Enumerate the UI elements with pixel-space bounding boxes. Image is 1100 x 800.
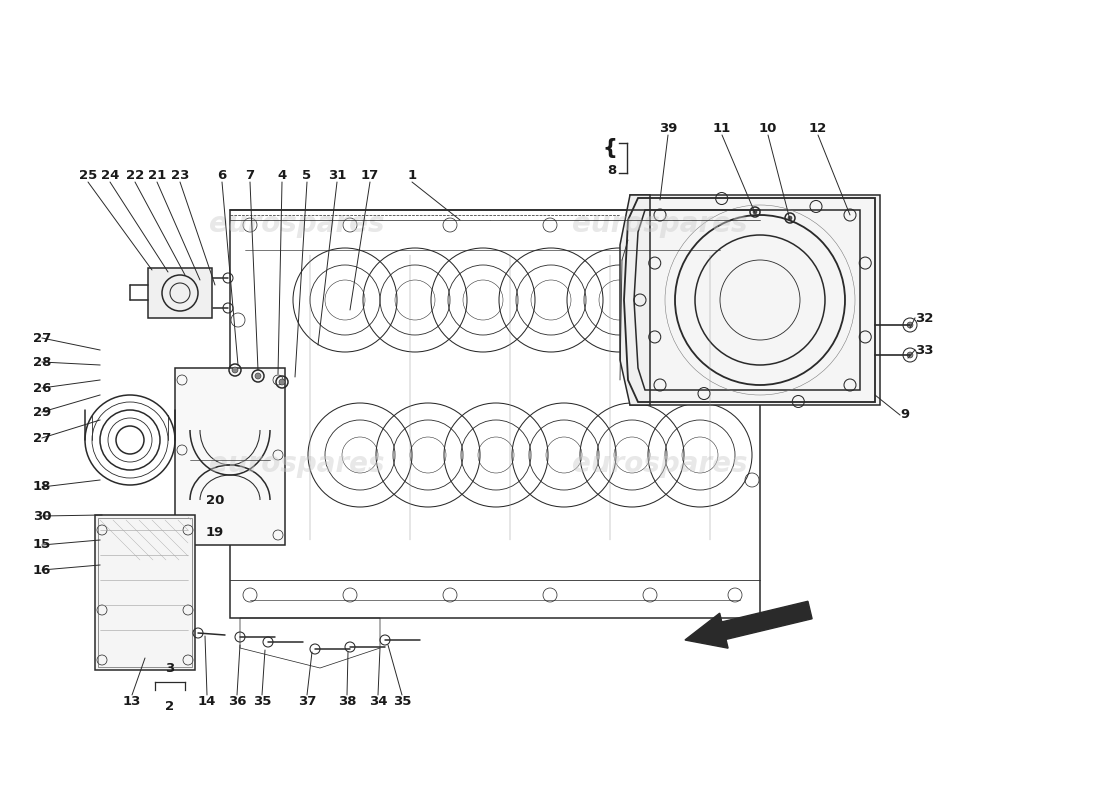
Text: 14: 14: [198, 695, 217, 708]
Text: 9: 9: [900, 409, 909, 422]
Text: 13: 13: [123, 695, 141, 708]
Text: 11: 11: [713, 122, 732, 135]
Text: 12: 12: [808, 122, 827, 135]
Text: 6: 6: [218, 169, 227, 182]
Circle shape: [754, 210, 757, 214]
Text: {: {: [602, 138, 617, 158]
Text: 24: 24: [101, 169, 119, 182]
Text: 20: 20: [206, 494, 224, 506]
Text: 36: 36: [228, 695, 246, 708]
Text: 38: 38: [338, 695, 356, 708]
Text: 18: 18: [33, 481, 52, 494]
Text: 39: 39: [659, 122, 678, 135]
Text: 15: 15: [33, 538, 51, 551]
Text: 3: 3: [165, 662, 175, 675]
Text: 30: 30: [33, 510, 52, 522]
Text: 5: 5: [302, 169, 311, 182]
Text: 2: 2: [165, 700, 175, 713]
Text: eurospares: eurospares: [572, 450, 748, 478]
Text: 25: 25: [79, 169, 97, 182]
Text: 23: 23: [170, 169, 189, 182]
Text: 21: 21: [147, 169, 166, 182]
Polygon shape: [175, 368, 285, 545]
Text: 7: 7: [245, 169, 254, 182]
Polygon shape: [95, 515, 195, 670]
Text: 28: 28: [33, 355, 52, 369]
Text: 35: 35: [253, 695, 272, 708]
Circle shape: [279, 379, 285, 385]
Text: 27: 27: [33, 331, 51, 345]
Text: 34: 34: [368, 695, 387, 708]
FancyArrow shape: [685, 602, 812, 648]
Text: 19: 19: [206, 526, 224, 539]
Circle shape: [908, 352, 913, 358]
Text: 1: 1: [407, 169, 417, 182]
Text: 26: 26: [33, 382, 52, 394]
Text: 10: 10: [759, 122, 778, 135]
Polygon shape: [620, 195, 650, 405]
Text: 37: 37: [298, 695, 316, 708]
Text: 27: 27: [33, 431, 51, 445]
Polygon shape: [630, 195, 880, 405]
Polygon shape: [148, 268, 212, 318]
Text: eurospares: eurospares: [209, 210, 385, 238]
Text: eurospares: eurospares: [572, 210, 748, 238]
Text: 31: 31: [328, 169, 346, 182]
Text: 8: 8: [607, 163, 617, 177]
Text: 29: 29: [33, 406, 51, 418]
Text: 4: 4: [277, 169, 287, 182]
Circle shape: [788, 216, 792, 220]
Text: 17: 17: [361, 169, 379, 182]
Text: 35: 35: [393, 695, 411, 708]
Text: 33: 33: [915, 343, 934, 357]
Text: 16: 16: [33, 563, 52, 577]
Circle shape: [255, 373, 261, 379]
Text: 22: 22: [125, 169, 144, 182]
Circle shape: [232, 367, 238, 373]
Circle shape: [908, 322, 913, 328]
Text: 32: 32: [915, 311, 934, 325]
Text: eurospares: eurospares: [209, 450, 385, 478]
